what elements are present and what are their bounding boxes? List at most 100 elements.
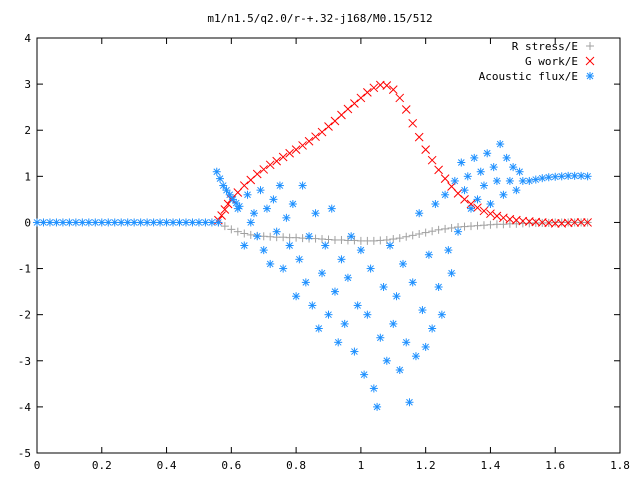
data-point	[408, 231, 417, 240]
data-point	[441, 190, 450, 199]
data-point	[424, 250, 433, 259]
data-point	[215, 174, 224, 183]
data-point	[388, 85, 398, 94]
data-point	[512, 186, 521, 195]
data-point	[444, 246, 453, 255]
data-point	[240, 241, 249, 250]
data-point	[233, 227, 242, 236]
data-point	[246, 230, 255, 239]
data-point	[447, 223, 456, 232]
data-point	[360, 370, 369, 379]
data-point	[266, 259, 275, 268]
data-point	[301, 278, 310, 287]
data-point	[269, 195, 278, 204]
data-point	[414, 132, 424, 142]
data-point	[447, 182, 456, 191]
data-point	[228, 195, 237, 204]
data-point	[343, 104, 353, 114]
data-point	[408, 118, 418, 128]
data-point	[220, 205, 230, 214]
data-point	[402, 232, 411, 241]
data-point	[305, 232, 314, 241]
data-point	[212, 167, 221, 176]
data-point	[457, 158, 466, 167]
data-point	[233, 188, 243, 197]
data-point	[551, 172, 560, 181]
data-point	[531, 175, 540, 184]
data-point	[136, 218, 145, 227]
data-point	[428, 227, 437, 236]
data-point	[395, 234, 404, 243]
data-point	[398, 259, 407, 268]
data-point	[473, 195, 482, 204]
data-point	[492, 176, 501, 185]
data-point	[39, 218, 48, 227]
legend-label: Acoustic flux/E	[479, 70, 578, 83]
series-layer	[33, 80, 592, 411]
y-tick-label: -3	[18, 355, 31, 368]
data-point	[499, 190, 508, 199]
data-point	[492, 211, 502, 221]
x-tick-label: 0.6	[221, 459, 241, 472]
data-point	[311, 132, 320, 142]
x-tick-label: 0.2	[92, 459, 112, 472]
data-point	[217, 211, 226, 220]
data-point	[427, 155, 437, 165]
y-tick-label: -1	[18, 263, 31, 276]
data-point	[376, 333, 385, 342]
data-point	[259, 165, 269, 174]
legend-label: G work/E	[525, 55, 578, 68]
data-point	[219, 181, 228, 190]
data-point	[473, 203, 482, 213]
data-point	[515, 167, 524, 176]
data-point	[421, 145, 431, 154]
data-point	[431, 200, 440, 208]
data-point	[502, 153, 511, 162]
data-point	[373, 402, 382, 411]
x-tick-label: 1.4	[481, 459, 501, 472]
data-point	[460, 195, 469, 204]
data-point	[389, 319, 398, 328]
data-point	[437, 310, 446, 319]
data-point	[350, 347, 359, 356]
data-point	[411, 352, 420, 361]
data-point	[308, 301, 317, 310]
data-point	[225, 190, 234, 199]
data-point	[395, 366, 404, 374]
data-point	[33, 218, 41, 227]
data-point	[265, 160, 275, 170]
data-point	[356, 246, 365, 255]
data-point	[318, 269, 327, 278]
data-point	[389, 235, 398, 244]
data-point	[314, 324, 323, 333]
series-0	[214, 218, 592, 245]
y-tick-label: 2	[24, 124, 31, 137]
y-tick-label: 0	[24, 216, 31, 229]
data-point	[256, 186, 265, 195]
data-point	[395, 93, 405, 103]
data-point	[525, 176, 534, 185]
data-point	[275, 181, 284, 190]
axis-ticks: 0 0.2 0.4 0.6 0.8 1 1.2 1.4 1.6 1.8 4 3 2 1 0 -1 -2 -3 -4 -…	[18, 32, 630, 472]
data-point	[470, 153, 479, 162]
data-point	[285, 148, 294, 158]
data-point	[347, 232, 356, 241]
data-point	[505, 176, 514, 185]
data-point	[343, 273, 352, 282]
data-point	[282, 213, 291, 222]
data-point	[253, 232, 262, 241]
data-point	[240, 229, 249, 238]
series-1	[214, 80, 592, 228]
data-point	[222, 186, 231, 195]
data-point	[298, 141, 307, 150]
data-point	[440, 174, 450, 183]
data-point	[84, 218, 93, 227]
data-point	[544, 173, 553, 182]
data-point	[110, 218, 119, 227]
x-tick-label: 1.2	[416, 459, 436, 472]
data-point	[434, 225, 443, 234]
data-point	[169, 218, 178, 227]
data-point	[214, 218, 223, 227]
data-point	[259, 246, 268, 255]
data-point	[434, 165, 443, 175]
